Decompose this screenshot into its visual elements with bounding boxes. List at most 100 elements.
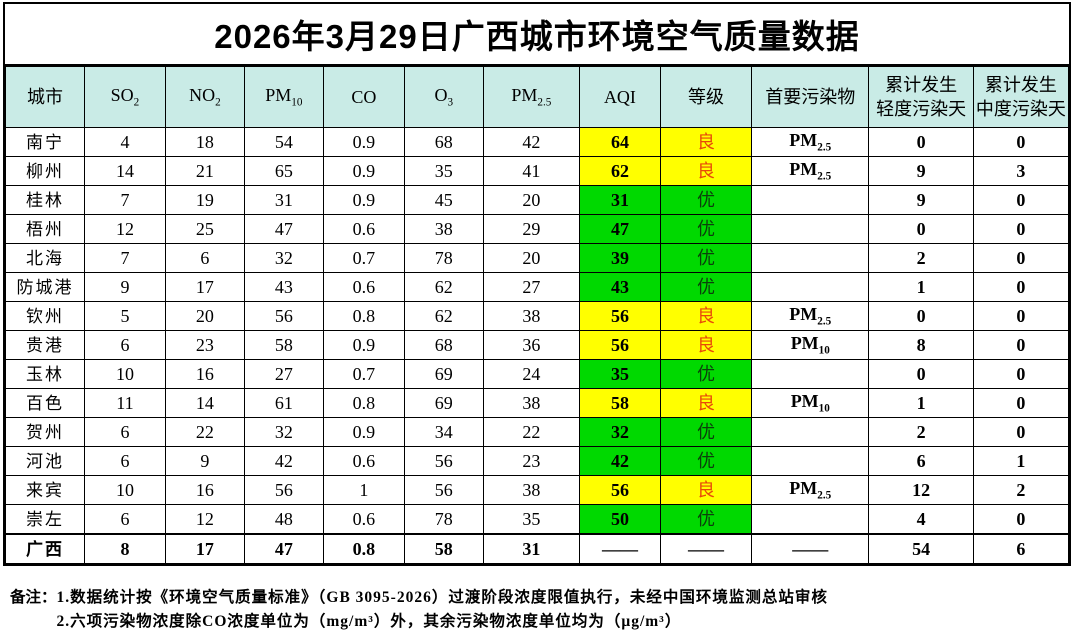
no2-value: 6 <box>164 243 245 273</box>
grade-value: 优 <box>659 504 753 535</box>
city-name: 南宁 <box>5 127 85 157</box>
grade-value: 优 <box>659 446 753 476</box>
pm25-value: 23 <box>482 446 580 476</box>
pm10-value: 56 <box>243 301 324 331</box>
light-pollution-days: 6 <box>868 446 974 476</box>
grade-value: 良 <box>659 475 753 505</box>
primary-pollutant <box>751 417 870 447</box>
moderate-pollution-days: 0 <box>972 127 1070 157</box>
so2-value: 10 <box>83 475 166 505</box>
column-header-10: 首要污染物 <box>751 66 870 128</box>
o3-value: 78 <box>403 243 484 273</box>
moderate-pollution-days: 0 <box>972 388 1070 418</box>
table-row: 崇左 6 12 48 0.6 78 35 50 优 4 0 <box>5 504 1070 535</box>
pm25-value: 22 <box>482 417 580 447</box>
primary-pollutant <box>751 272 870 302</box>
column-header-9: 等级 <box>659 66 753 128</box>
aqi-value: 39 <box>578 243 661 273</box>
city-name: 崇左 <box>5 504 85 535</box>
pm10-value: 43 <box>243 272 324 302</box>
so2-value: 7 <box>83 185 166 215</box>
pm25-value: 29 <box>482 214 580 244</box>
aqi-value: 58 <box>578 388 661 418</box>
o3-value: 78 <box>403 504 484 535</box>
light-pollution-days: 0 <box>868 359 974 389</box>
moderate-pollution-days: 0 <box>972 185 1070 215</box>
table-row: 百色 11 14 61 0.8 69 38 58 良 PM10 1 0 <box>5 388 1070 418</box>
so2-value: 6 <box>83 330 166 360</box>
light-pollution-days: 9 <box>868 156 974 186</box>
co-value: 0.9 <box>322 417 405 447</box>
no2-value: 19 <box>164 185 245 215</box>
pm25-value: 31 <box>482 533 580 564</box>
light-pollution-days: 0 <box>868 301 974 331</box>
grade-value: 良 <box>659 330 753 360</box>
primary-pollutant <box>751 446 870 476</box>
primary-pollutant: —— <box>751 533 870 564</box>
moderate-pollution-days: 0 <box>972 359 1070 389</box>
moderate-pollution-days: 0 <box>972 417 1070 447</box>
co-value: 0.8 <box>322 533 405 564</box>
co-value: 0.9 <box>322 156 405 186</box>
aqi-report-table-frame: 2026年3月29日广西城市环境空气质量数据 城市 SO2 NO2 PM10 CO O3 P… <box>3 2 1071 566</box>
moderate-pollution-days: 3 <box>972 156 1070 186</box>
table-row: 梧州 12 25 47 0.6 38 29 47 优 0 0 <box>5 214 1070 244</box>
so2-value: 14 <box>83 156 166 186</box>
o3-value: 62 <box>403 272 484 302</box>
table-row: 桂林 7 19 31 0.9 45 20 31 优 9 0 <box>5 185 1070 215</box>
co-value: 1 <box>322 475 405 505</box>
light-pollution-days: 12 <box>868 475 974 505</box>
table-row: 南宁 4 18 54 0.9 68 42 64 良 PM2.5 0 0 <box>5 127 1070 157</box>
pm10-value: 32 <box>243 417 324 447</box>
grade-value: 优 <box>659 243 753 273</box>
pm10-value: 47 <box>243 533 324 564</box>
so2-value: 6 <box>83 446 166 476</box>
aqi-value: 50 <box>578 504 661 535</box>
so2-value: 6 <box>83 504 166 535</box>
grade-value: 优 <box>659 214 753 244</box>
table-row: 北海 7 6 32 0.7 78 20 39 优 2 0 <box>5 243 1070 273</box>
aqi-value: 42 <box>578 446 661 476</box>
no2-value: 18 <box>164 127 245 157</box>
no2-value: 9 <box>164 446 245 476</box>
light-pollution-days: 2 <box>868 417 974 447</box>
pm10-value: 32 <box>243 243 324 273</box>
pm25-value: 41 <box>482 156 580 186</box>
pm25-value: 36 <box>482 330 580 360</box>
pm25-value: 27 <box>482 272 580 302</box>
city-name: 玉林 <box>5 359 85 389</box>
table-row: 来宾 10 16 56 1 56 38 56 良 PM2.5 12 2 <box>5 475 1070 505</box>
pm25-value: 38 <box>482 475 580 505</box>
co-value: 0.8 <box>322 388 405 418</box>
table-row: 玉林 10 16 27 0.7 69 24 35 优 0 0 <box>5 359 1070 389</box>
o3-value: 68 <box>403 330 484 360</box>
grade-value: 优 <box>659 185 753 215</box>
summary-row: 广西 8 17 47 0.8 58 31 —— —— —— 54 6 <box>5 533 1070 564</box>
column-header-6: O3 <box>403 66 484 128</box>
pm25-value: 38 <box>482 388 580 418</box>
column-header-7: PM2.5 <box>482 66 580 128</box>
co-value: 0.9 <box>322 127 405 157</box>
so2-value: 7 <box>83 243 166 273</box>
table-row: 柳州 14 21 65 0.9 35 41 62 良 PM2.5 9 3 <box>5 156 1070 186</box>
aqi-value: 56 <box>578 330 661 360</box>
column-header-12: 累计发生 中度污染天 <box>972 66 1070 128</box>
primary-pollutant: PM2.5 <box>751 156 870 186</box>
grade-value: 良 <box>659 388 753 418</box>
aqi-value: 56 <box>578 475 661 505</box>
footnote-item-2: 2.六项污染物浓度除CO浓度单位为（mg/m³）外，其余污染物浓度单位均为（μg… <box>56 613 682 631</box>
pm25-value: 35 <box>482 504 580 535</box>
so2-value: 8 <box>83 533 166 564</box>
moderate-pollution-days: 1 <box>972 446 1070 476</box>
light-pollution-days: 2 <box>868 243 974 273</box>
light-pollution-days: 8 <box>868 330 974 360</box>
pm25-value: 20 <box>482 243 580 273</box>
co-value: 0.9 <box>322 330 405 360</box>
city-name: 防城港 <box>5 272 85 302</box>
pm10-value: 56 <box>243 475 324 505</box>
no2-value: 12 <box>164 504 245 535</box>
table-row: 防城港 9 17 43 0.6 62 27 43 优 1 0 <box>5 272 1070 302</box>
so2-value: 11 <box>83 388 166 418</box>
so2-value: 12 <box>83 214 166 244</box>
moderate-pollution-days: 0 <box>972 272 1070 302</box>
